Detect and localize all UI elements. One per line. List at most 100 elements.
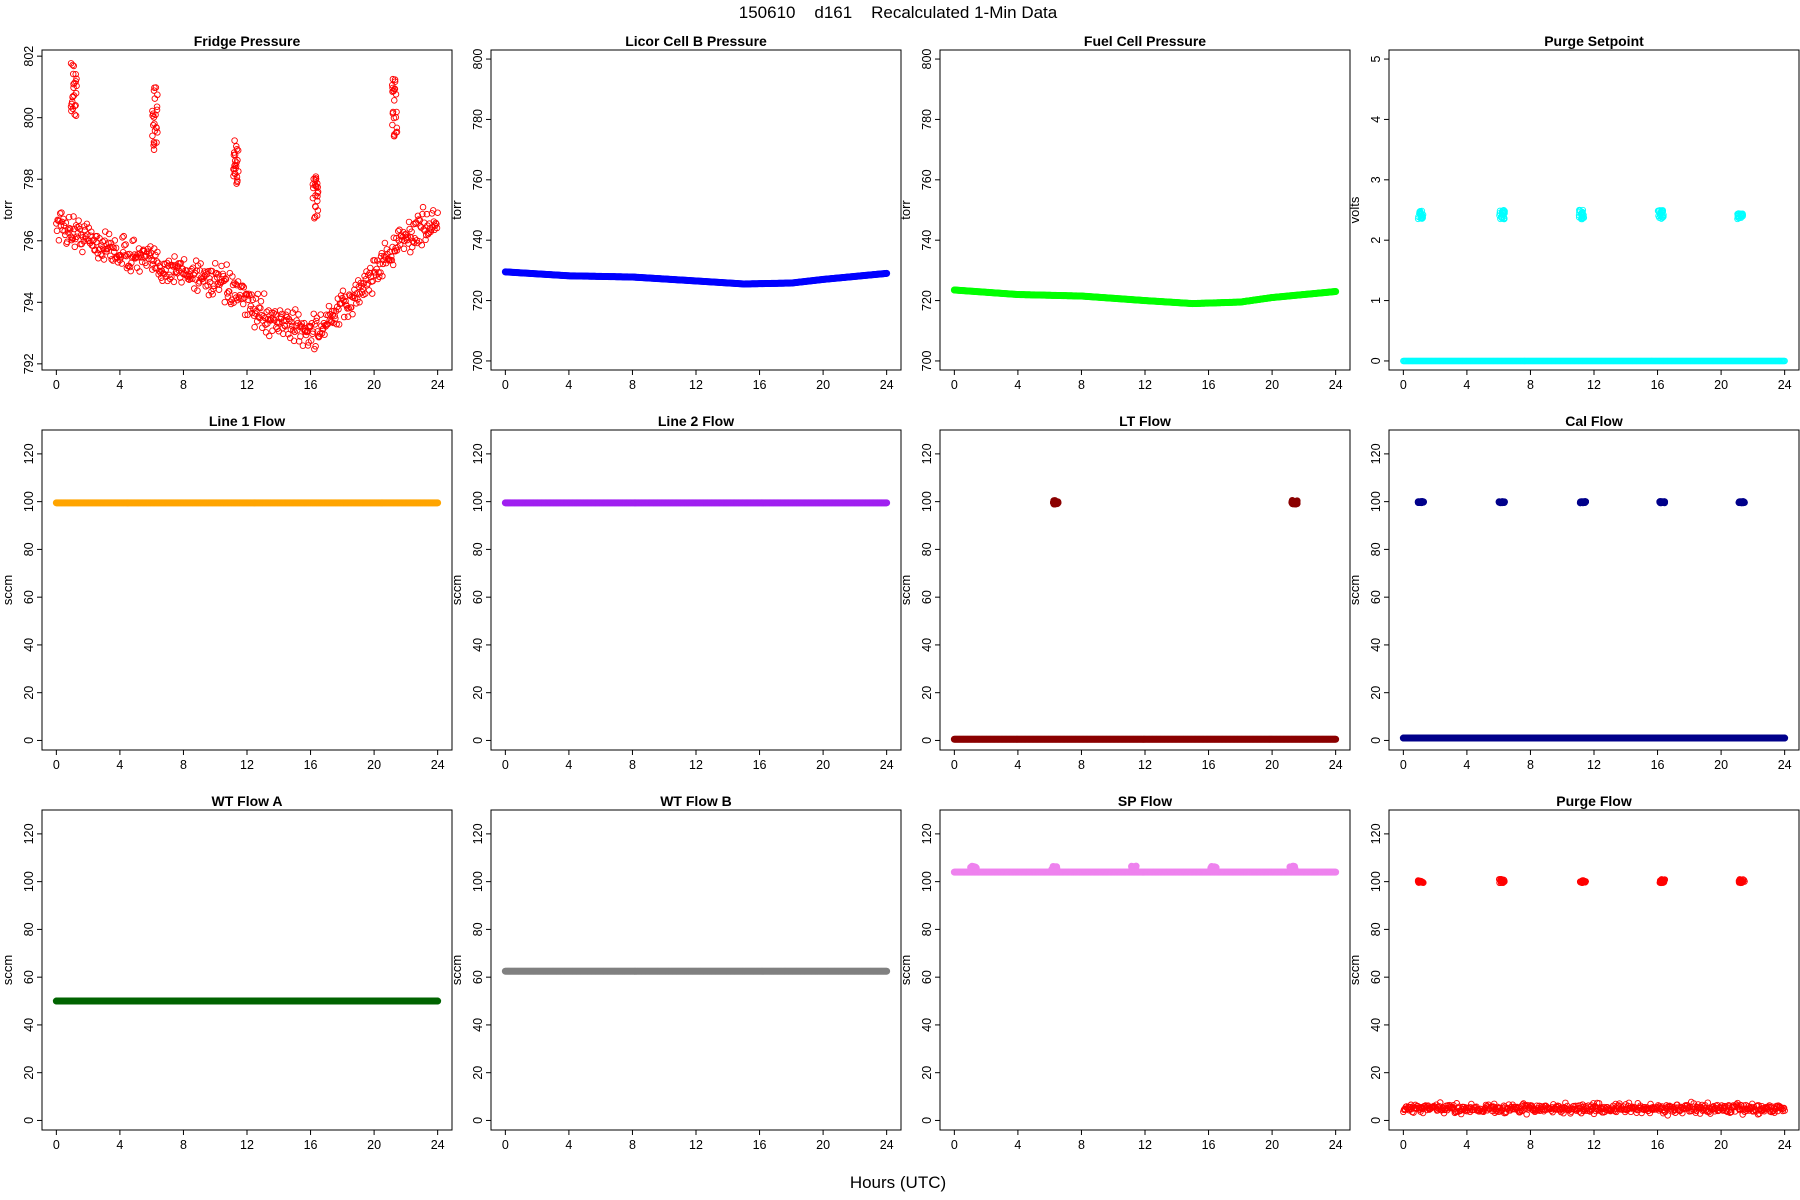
x-tick-label: 12	[240, 378, 254, 392]
data-point	[257, 304, 264, 312]
data-point	[270, 309, 277, 317]
x-tick-label: 12	[240, 1138, 254, 1152]
data-point	[321, 331, 328, 338]
data-point	[400, 245, 408, 253]
data-point	[62, 219, 70, 227]
data-point	[368, 290, 376, 297]
data-point	[307, 337, 315, 344]
data-point	[77, 231, 85, 239]
data-point	[58, 209, 65, 216]
panel-title: Cal Flow	[1565, 413, 1623, 429]
data-point	[295, 338, 303, 345]
x-tick-label: 20	[367, 378, 381, 392]
x-tick-label: 20	[816, 378, 830, 392]
x-tick-label: 8	[629, 758, 636, 772]
y-tick-label: 20	[920, 686, 934, 700]
y-axis-label: sccm	[449, 575, 464, 605]
y-tick-label: 60	[22, 970, 36, 984]
data-point	[265, 332, 273, 340]
y-tick-label: 80	[1369, 542, 1383, 556]
data-point	[231, 137, 238, 144]
y-tick-label: 20	[471, 686, 485, 700]
data-point	[266, 316, 274, 323]
y-tick-label: 720	[471, 290, 485, 311]
data-point	[222, 275, 229, 282]
data-point	[106, 243, 113, 251]
y-tick-label: 794	[22, 292, 36, 313]
y-tick-label: 0	[22, 737, 36, 744]
x-tick-label: 4	[1463, 378, 1470, 392]
y-tick-label: 60	[1369, 590, 1383, 604]
data-point	[191, 285, 198, 292]
data-point	[286, 317, 293, 324]
data-point	[177, 274, 184, 281]
x-tick-label: 20	[367, 1138, 381, 1152]
y-tick-label: 120	[920, 443, 934, 464]
y-tick-label: 3	[1369, 176, 1383, 183]
panel-title: Fuel Cell Pressure	[1084, 33, 1206, 49]
y-axis-label: volts	[1347, 196, 1362, 223]
x-tick-label: 0	[502, 758, 509, 772]
data-point	[126, 263, 134, 271]
data-point	[298, 320, 305, 327]
y-tick-label: 120	[1369, 443, 1383, 464]
data-point	[136, 268, 143, 275]
data-point	[67, 226, 74, 233]
x-tick-label: 8	[1527, 378, 1534, 392]
data-markers	[52, 997, 442, 1005]
data-point	[279, 330, 287, 338]
y-tick-label: 700	[471, 350, 485, 371]
y-tick-label: 60	[471, 590, 485, 604]
data-point	[88, 228, 95, 236]
data-point	[105, 239, 112, 247]
data-point	[310, 310, 317, 318]
x-tick-label: 24	[880, 758, 894, 772]
data-point	[166, 271, 173, 279]
y-tick-label: 20	[22, 1066, 36, 1080]
plot-frame	[939, 49, 1351, 371]
data-point	[295, 311, 302, 318]
y-tick-label: 0	[1369, 357, 1383, 364]
y-axis-label: sccm	[0, 575, 15, 605]
data-markers	[501, 499, 891, 507]
data-point	[165, 257, 173, 265]
data-point	[63, 238, 71, 246]
data-point	[154, 248, 161, 256]
data-point	[1582, 498, 1590, 506]
data-point	[138, 254, 145, 261]
x-tick-label: 16	[1651, 758, 1665, 772]
data-point	[130, 236, 138, 244]
y-axis-label: torr	[898, 200, 913, 220]
x-tick-label: 24	[1778, 758, 1792, 772]
panel-title: WT Flow A	[211, 793, 282, 809]
data-point	[111, 237, 119, 244]
y-tick-label: 802	[22, 46, 36, 67]
plot-frame	[41, 49, 453, 371]
data-point	[55, 237, 63, 244]
data-point	[333, 320, 340, 328]
data-point	[168, 273, 175, 281]
y-tick-label: 740	[471, 230, 485, 251]
data-point	[325, 302, 333, 310]
y-tick-label: 2	[1369, 237, 1383, 244]
y-tick-label: 60	[22, 590, 36, 604]
data-point	[70, 213, 77, 220]
x-tick-label: 24	[1778, 378, 1792, 392]
data-point	[110, 244, 117, 251]
data-point	[1332, 288, 1340, 296]
x-tick-label: 24	[880, 378, 894, 392]
y-tick-label: 20	[22, 686, 36, 700]
y-tick-label: 0	[1369, 737, 1383, 744]
y-tick-label: 80	[920, 542, 934, 556]
y-tick-label: 120	[22, 443, 36, 464]
data-point	[239, 282, 246, 289]
y-tick-label: 800	[22, 107, 36, 128]
x-tick-label: 0	[951, 758, 958, 772]
data-point	[53, 227, 61, 235]
data-point	[1500, 498, 1508, 506]
data-point	[217, 279, 225, 286]
data-point	[1288, 497, 1296, 505]
